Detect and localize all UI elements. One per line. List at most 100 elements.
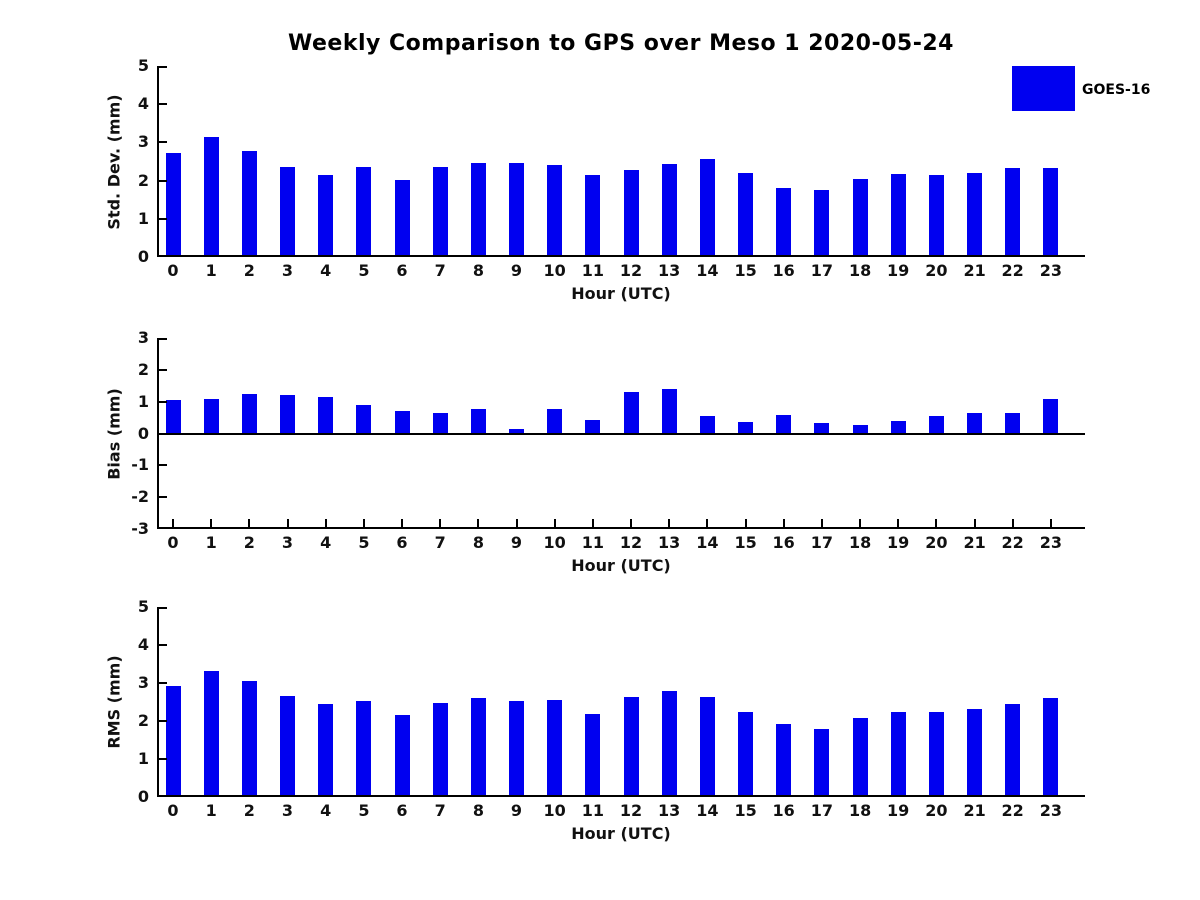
x-tick-label: 11	[581, 801, 605, 820]
bar	[890, 174, 906, 257]
bar	[928, 175, 944, 257]
zero-axis-line	[157, 432, 1085, 435]
x-tick	[668, 519, 671, 527]
bar	[623, 170, 639, 257]
x-tick-label: 9	[510, 801, 523, 820]
x-tick-label: 0	[167, 801, 179, 820]
x-tick-label: 15	[734, 801, 757, 820]
x-tick-label: 17	[810, 533, 834, 552]
y-tick	[159, 607, 167, 609]
x-tick-label: 3	[281, 533, 294, 552]
y-tick-label: 2	[137, 711, 149, 730]
bar	[699, 158, 715, 257]
x-tick	[973, 519, 976, 527]
y-tick	[159, 338, 167, 340]
y-tick-label: 2	[137, 359, 149, 379]
plot-area-bias	[157, 338, 1085, 529]
bar	[241, 393, 257, 434]
bar	[356, 166, 372, 257]
y-tick	[159, 217, 167, 220]
y-tick-label: -3	[131, 519, 149, 538]
x-tick	[210, 519, 213, 527]
x-tick-label: 15	[734, 533, 757, 552]
x-tick-label: 10	[543, 261, 566, 280]
y-axis-spine	[157, 66, 159, 257]
bar	[432, 413, 448, 434]
x-tick-label: 5	[358, 801, 370, 820]
x-tick-label: 6	[396, 261, 408, 280]
bar	[356, 700, 372, 797]
x-tick-label: 17	[810, 261, 834, 280]
bar	[470, 698, 486, 797]
legend-series-label: GOES-16	[1082, 82, 1151, 98]
bar	[852, 424, 868, 434]
bar	[509, 428, 524, 434]
x-tick-label: 2	[243, 533, 255, 552]
y-tick	[159, 644, 167, 646]
bar	[241, 150, 257, 257]
y-axis-label-rms: RMS (mm)	[104, 655, 124, 749]
x-tick-label: 5	[358, 533, 370, 552]
x-tick-label: 16	[772, 801, 795, 820]
y-tick	[159, 400, 167, 403]
y-tick	[159, 255, 167, 257]
bar	[1005, 704, 1021, 797]
x-tick-label: 6	[396, 533, 408, 552]
bar	[165, 400, 181, 434]
x-tick-label: 11	[581, 533, 605, 552]
x-tick-label: 21	[963, 801, 986, 820]
x-tick	[897, 519, 900, 527]
x-tick-label: 20	[925, 261, 948, 280]
x-tick	[591, 519, 594, 527]
x-tick-label: 9	[510, 261, 523, 280]
y-tick-label: 0	[137, 787, 149, 806]
x-tick-label: 1	[205, 533, 217, 552]
x-tick	[706, 519, 709, 527]
bar	[814, 189, 830, 257]
x-tick-label: 13	[658, 533, 681, 552]
x-tick-label: 23	[1039, 533, 1063, 552]
x-tick-label: 8	[472, 261, 484, 280]
bar	[547, 700, 563, 797]
bar	[394, 714, 410, 797]
y-tick	[159, 66, 167, 68]
x-tick-label: 3	[281, 801, 294, 820]
x-tick-label: 4	[320, 261, 332, 280]
bar	[280, 696, 295, 797]
bar	[852, 718, 868, 797]
bar	[585, 175, 601, 257]
x-tick-label: 13	[658, 801, 681, 820]
bar	[356, 404, 372, 434]
y-tick	[159, 141, 167, 144]
x-tick	[477, 519, 480, 527]
y-tick-label: -1	[131, 455, 149, 475]
bar	[776, 414, 792, 434]
x-tick-label: 17	[810, 801, 834, 820]
bar	[661, 690, 677, 797]
x-tick-label: 2	[243, 801, 255, 820]
x-tick	[439, 519, 442, 527]
x-tick-label: 8	[472, 533, 484, 552]
bar	[165, 685, 181, 797]
x-tick-label: 22	[1001, 261, 1024, 280]
y-tick-label: -2	[131, 487, 149, 507]
x-tick-label: 6	[396, 801, 408, 820]
bar	[1005, 412, 1021, 434]
bar	[967, 412, 983, 434]
bar	[509, 162, 524, 257]
y-tick	[159, 179, 167, 182]
x-tick-label: 19	[887, 801, 910, 820]
legend-color-swatch	[1012, 66, 1075, 111]
x-tick-label: 8	[472, 801, 484, 820]
y-tick-label: 5	[137, 56, 149, 75]
x-tick-label: 13	[658, 261, 681, 280]
bar	[623, 392, 639, 434]
x-axis-spine	[157, 795, 1085, 797]
bar	[280, 166, 295, 257]
bar	[852, 179, 868, 257]
bar	[241, 681, 257, 797]
bar	[967, 172, 983, 257]
bar	[699, 697, 715, 797]
y-tick	[159, 720, 167, 722]
figure-title: Weekly Comparison to GPS over Meso 1 202…	[288, 31, 954, 56]
